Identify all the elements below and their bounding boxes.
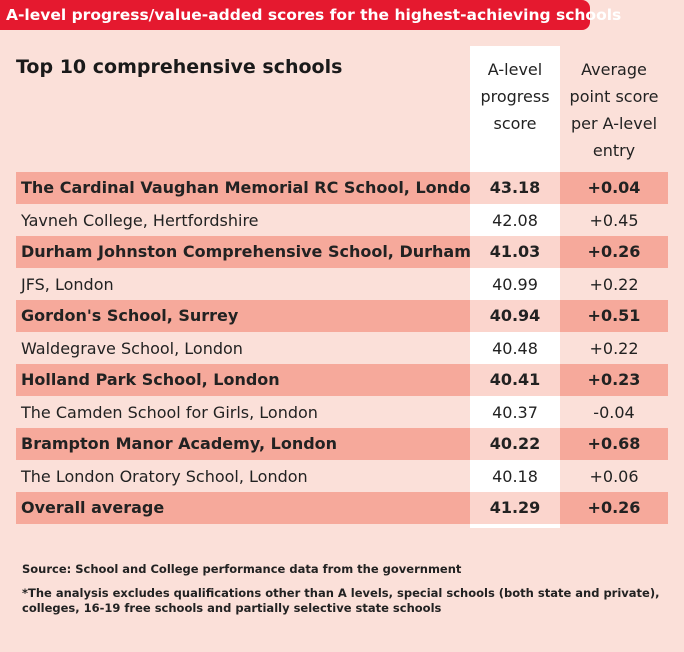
table-row-average: Overall average 41.29 +0.26 <box>16 492 668 524</box>
school-name: Brampton Manor Academy, London <box>16 428 470 460</box>
progress-score: 40.48 <box>492 338 538 358</box>
table-row: The London Oratory School, London 40.18 … <box>16 460 668 492</box>
header-average-point-score: Average point score per A-level entry <box>560 56 668 164</box>
school-name: JFS, London <box>21 274 114 294</box>
table-row: The Cardinal Vaughan Memorial RC School,… <box>16 172 668 204</box>
notes: Source: School and College performance d… <box>22 562 672 625</box>
table-row: Waldegrave School, London 40.48 +0.22 <box>16 332 668 364</box>
school-name: Overall average <box>16 492 470 524</box>
progress-score: 40.37 <box>492 402 538 422</box>
header-line: Average <box>581 60 647 79</box>
progress-score: 40.22 <box>470 428 560 460</box>
school-name: Waldegrave School, London <box>21 338 243 358</box>
point-score: +0.22 <box>589 338 639 358</box>
progress-score: 41.29 <box>470 492 560 524</box>
schools-table: The Cardinal Vaughan Memorial RC School,… <box>16 172 668 524</box>
point-score: +0.06 <box>589 466 639 486</box>
header-line: point score <box>569 87 659 106</box>
school-name: Holland Park School, London <box>16 364 470 396</box>
header-line: per A-level <box>570 114 658 133</box>
table-row: Holland Park School, London 40.41 +0.23 <box>16 364 668 396</box>
school-name: The Cardinal Vaughan Memorial RC School,… <box>16 172 482 204</box>
school-name: The London Oratory School, London <box>21 466 308 486</box>
school-name: The Camden School for Girls, London <box>21 402 318 422</box>
banner-title: A-level progress/value-added scores for … <box>0 0 621 30</box>
table-row: JFS, London 40.99 +0.22 <box>16 268 668 300</box>
table-row: Gordon's School, Surrey 40.94 +0.51 <box>16 300 668 332</box>
progress-score: 40.41 <box>470 364 560 396</box>
progress-score: 41.03 <box>470 236 560 268</box>
point-score: +0.68 <box>560 428 668 460</box>
point-score: -0.04 <box>593 402 635 422</box>
school-name: Yavneh College, Hertfordshire <box>21 210 259 230</box>
school-name: Gordon's School, Surrey <box>16 300 470 332</box>
header-line: entry <box>592 141 636 160</box>
footnote: *The analysis excludes qualifications ot… <box>22 586 660 615</box>
point-score: +0.51 <box>560 300 668 332</box>
header-line: A-level <box>487 60 543 79</box>
progress-score: 40.99 <box>492 274 538 294</box>
header-progress-score: A-level progress score <box>470 56 560 137</box>
point-score: +0.04 <box>560 172 668 204</box>
table-row: Durham Johnston Comprehensive School, Du… <box>16 236 668 268</box>
table-title: Top 10 comprehensive schools <box>16 56 343 78</box>
progress-score: 43.18 <box>470 172 560 204</box>
header-line: score <box>493 114 537 133</box>
point-score: +0.26 <box>560 236 668 268</box>
point-score: +0.22 <box>589 274 639 294</box>
progress-score: 40.94 <box>470 300 560 332</box>
table-row: Brampton Manor Academy, London 40.22 +0.… <box>16 428 668 460</box>
point-score: +0.23 <box>560 364 668 396</box>
source-note: Source: School and College performance d… <box>22 562 462 576</box>
table-row: The Camden School for Girls, London 40.3… <box>16 396 668 428</box>
table-row: Yavneh College, Hertfordshire 42.08 +0.4… <box>16 204 668 236</box>
progress-score: 40.18 <box>492 466 538 486</box>
progress-score: 42.08 <box>492 210 538 230</box>
header-line: progress <box>480 87 550 106</box>
school-name: Durham Johnston Comprehensive School, Du… <box>16 236 471 268</box>
point-score: +0.26 <box>560 492 668 524</box>
point-score: +0.45 <box>589 210 639 230</box>
